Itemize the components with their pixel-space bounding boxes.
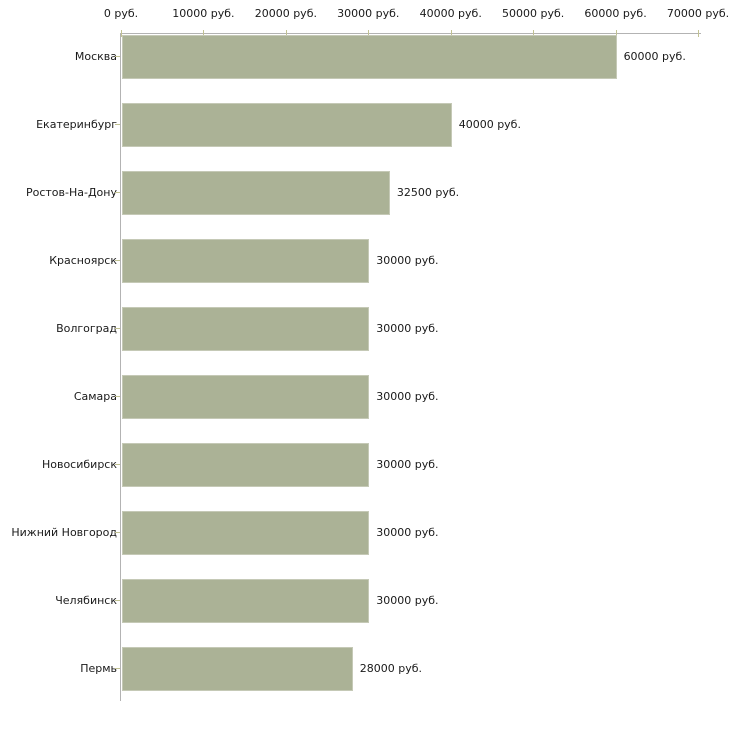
value-label: 30000 руб. bbox=[376, 458, 439, 471]
x-axis-tick-mark bbox=[203, 30, 205, 37]
bar-row: Нижний Новгород 30000 руб. bbox=[11, 511, 698, 555]
category-label: Красноярск bbox=[49, 254, 117, 267]
bar bbox=[122, 171, 390, 215]
x-axis-tick-mark bbox=[285, 30, 287, 37]
bar-row: Пермь 28000 руб. bbox=[80, 647, 698, 691]
bar bbox=[122, 307, 370, 351]
bar-row: Челябинск 30000 руб. bbox=[55, 579, 698, 623]
x-axis-tick-mark bbox=[121, 30, 122, 37]
x-axis-tick-label: 20000 руб. bbox=[254, 7, 317, 20]
value-label: 30000 руб. bbox=[376, 322, 439, 335]
category-label: Пермь bbox=[80, 662, 117, 675]
bar-row: Москва 60000 руб. bbox=[75, 35, 698, 79]
x-axis-tick-mark bbox=[450, 30, 452, 37]
y-axis-tick-mark bbox=[115, 56, 120, 57]
category-label: Екатеринбург bbox=[36, 118, 117, 131]
bar bbox=[122, 375, 370, 419]
y-axis-tick-mark bbox=[115, 328, 120, 329]
category-label: Ростов-На-Дону bbox=[25, 186, 117, 199]
x-axis-tick-label: 60000 руб. bbox=[584, 7, 647, 20]
value-label: 30000 руб. bbox=[376, 526, 439, 539]
x-axis-tick-mark bbox=[698, 30, 699, 37]
category-label: Москва bbox=[74, 50, 117, 63]
bar-row: Красноярск 30000 руб. bbox=[49, 239, 698, 283]
x-axis-tick-label: 30000 руб. bbox=[337, 7, 400, 20]
bar bbox=[122, 239, 370, 283]
category-label: Самара bbox=[73, 390, 117, 403]
y-axis-tick-mark bbox=[115, 464, 120, 465]
bar-row: Екатеринбург 40000 руб. bbox=[36, 103, 698, 147]
category-label: Новосибирск bbox=[41, 458, 117, 471]
x-axis-tick-mark bbox=[368, 30, 370, 37]
y-axis-tick-mark bbox=[115, 192, 120, 193]
bar-row: Самара 30000 руб. bbox=[74, 375, 698, 419]
y-axis-tick-mark bbox=[115, 260, 120, 261]
x-axis-tick-label: 10000 руб. bbox=[172, 7, 235, 20]
bar bbox=[122, 579, 370, 623]
x-axis-tick-label: 50000 руб. bbox=[502, 7, 565, 20]
value-label: 30000 руб. bbox=[376, 254, 439, 267]
bar bbox=[122, 443, 370, 487]
category-label: Челябинск bbox=[55, 594, 117, 607]
value-label: 40000 руб. bbox=[458, 118, 521, 131]
bar bbox=[122, 103, 452, 147]
x-axis-tick-mark bbox=[615, 30, 617, 37]
value-label: 32500 руб. bbox=[396, 186, 460, 199]
bar-row: Ростов-На-Дону 32500 руб. bbox=[26, 171, 698, 215]
bar bbox=[122, 511, 370, 555]
bar-row: Новосибирск 30000 руб. bbox=[42, 443, 698, 487]
y-axis-tick-mark bbox=[115, 532, 120, 533]
plot-area: Москва 60000 руб. Екатеринбург 40000 руб… bbox=[11, 33, 698, 701]
y-axis-line bbox=[120, 33, 121, 701]
x-axis-tick-label: 40000 руб. bbox=[419, 7, 482, 20]
x-axis-tick-label: 70000 руб. bbox=[666, 7, 730, 20]
value-label: 30000 руб. bbox=[376, 594, 439, 607]
value-label: 30000 руб. bbox=[376, 390, 439, 403]
y-axis-tick-mark bbox=[115, 124, 120, 125]
x-axis-tick-mark bbox=[533, 30, 535, 37]
category-label: Волгоград bbox=[56, 322, 117, 335]
value-label: 28000 руб. bbox=[359, 662, 423, 675]
x-axis-line bbox=[121, 33, 701, 34]
bar bbox=[122, 647, 353, 691]
bar bbox=[122, 35, 617, 79]
y-axis-tick-mark bbox=[115, 600, 120, 601]
value-label: 60000 руб. bbox=[623, 50, 686, 63]
y-axis-tick-mark bbox=[115, 668, 120, 669]
x-axis-tick-label: 0 руб. bbox=[103, 7, 139, 20]
category-label: Нижний Новгород bbox=[11, 526, 117, 539]
y-axis-tick-mark bbox=[115, 396, 120, 397]
bar-row: Волгоград 30000 руб. bbox=[56, 307, 698, 351]
